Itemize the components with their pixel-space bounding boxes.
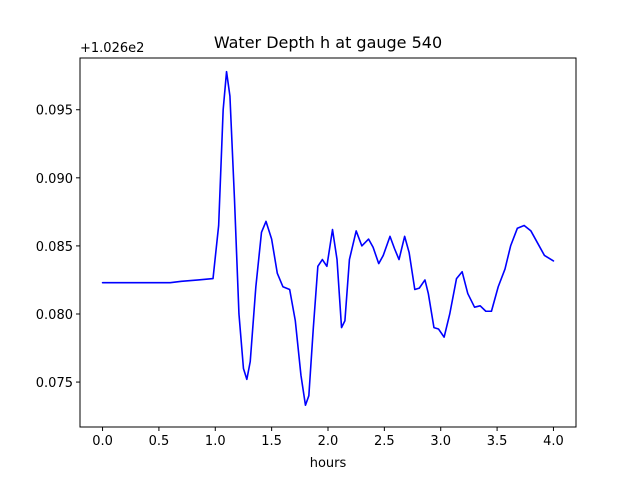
y-tick-label: 0.080 (36, 308, 73, 323)
chart-title: Water Depth h at gauge 540 (214, 33, 442, 52)
series-line-0 (101, 70, 555, 407)
x-tick-label: 0.0 (92, 434, 113, 449)
x-tick-label: 0.5 (149, 434, 170, 449)
y-tick-label: 0.085 (36, 240, 73, 255)
x-axis-label: hours (310, 456, 347, 471)
x-tick-label: 1.5 (261, 434, 282, 449)
y-offset-label: +1.026e2 (80, 41, 144, 56)
x-tick-label: 2.5 (374, 434, 395, 449)
y-tick-label: 0.075 (36, 376, 73, 391)
y-tick-label: 0.095 (36, 104, 73, 119)
x-tick-label: 4.0 (543, 434, 564, 449)
x-tick-label: 3.0 (430, 434, 451, 449)
y-tick-label: 0.090 (36, 172, 73, 187)
x-tick-label: 1.0 (205, 434, 226, 449)
x-tick-label: 3.5 (487, 434, 508, 449)
x-tick-label: 2.0 (318, 434, 339, 449)
plot-area: 0.0 0.5 1.0 1.5 2.0 2.5 3.0 3.5 4.0 0.075 0.080 0.0… (36, 57, 577, 449)
